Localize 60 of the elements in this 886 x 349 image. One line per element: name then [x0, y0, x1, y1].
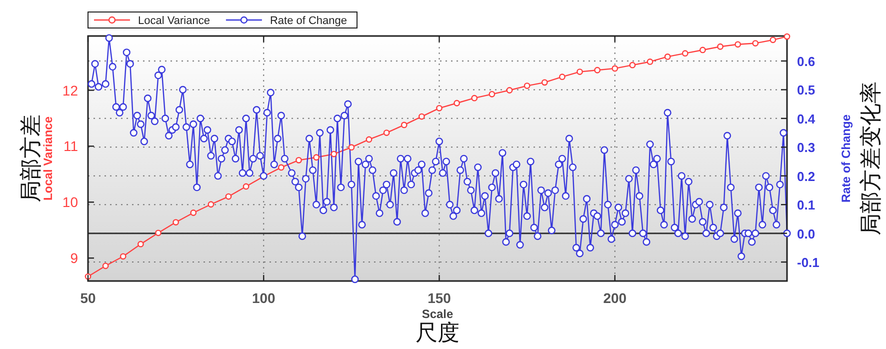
y2-tick-label: -0.1: [797, 255, 820, 270]
point: [541, 79, 548, 86]
point: [488, 90, 496, 98]
point: [400, 122, 408, 128]
point: [225, 193, 232, 200]
point: [296, 156, 302, 164]
point: [366, 136, 372, 143]
point: [155, 230, 162, 236]
point: [454, 100, 460, 106]
y2-tick-label: 0.6: [797, 54, 816, 69]
y2-axis-title: Rate of Change 局部方差变化率: [839, 82, 883, 236]
x-tick-label: 50: [80, 290, 96, 306]
y2-tick-label: 0.0: [797, 226, 816, 242]
point: [278, 164, 284, 171]
x-tick-label: 150: [428, 290, 452, 306]
point: [102, 262, 109, 270]
point: [330, 150, 338, 158]
point: [524, 82, 530, 89]
y2-tick-label: 0.1: [797, 198, 816, 213]
point: [471, 94, 478, 102]
point: [120, 253, 126, 260]
point: [646, 58, 654, 65]
point: [612, 65, 618, 72]
y2-tick-label: 0.2: [797, 168, 816, 184]
y-tick-label: 10: [62, 194, 78, 210]
x-tick-label: 200: [603, 290, 627, 306]
point: [770, 36, 776, 44]
y2-tick-label: 0.4: [797, 111, 816, 126]
point: [784, 33, 790, 40]
point: [629, 62, 636, 68]
point: [383, 130, 390, 136]
point: [172, 219, 180, 226]
point: [752, 40, 759, 46]
point: [576, 68, 583, 75]
point: [137, 240, 144, 248]
point: [418, 113, 425, 120]
y-tick-label: 9: [70, 250, 78, 266]
point: [594, 66, 601, 74]
point: [717, 43, 724, 50]
point: [700, 46, 706, 54]
point: [313, 154, 320, 161]
y-axis-title: Local Variance 局部方差: [18, 114, 55, 202]
y-tick-label: 12: [62, 82, 78, 98]
y-tick-label: 11: [63, 138, 78, 154]
legend-label: Local Variance: [138, 15, 210, 27]
legend-label: Rate of Change: [270, 15, 348, 27]
point: [506, 87, 513, 94]
point: [734, 41, 742, 48]
point: [664, 53, 671, 60]
point: [208, 201, 214, 208]
point: [558, 74, 566, 80]
point: [682, 50, 688, 57]
x-tick-label: 100: [252, 290, 276, 306]
x-axis-title: Scale 尺度: [416, 307, 460, 345]
y2-tick-label: 0.3: [797, 140, 816, 156]
point: [242, 183, 250, 190]
point: [348, 144, 355, 151]
point: [190, 210, 197, 216]
y2-tick-label: 0.5: [797, 82, 816, 98]
point: [436, 104, 442, 112]
